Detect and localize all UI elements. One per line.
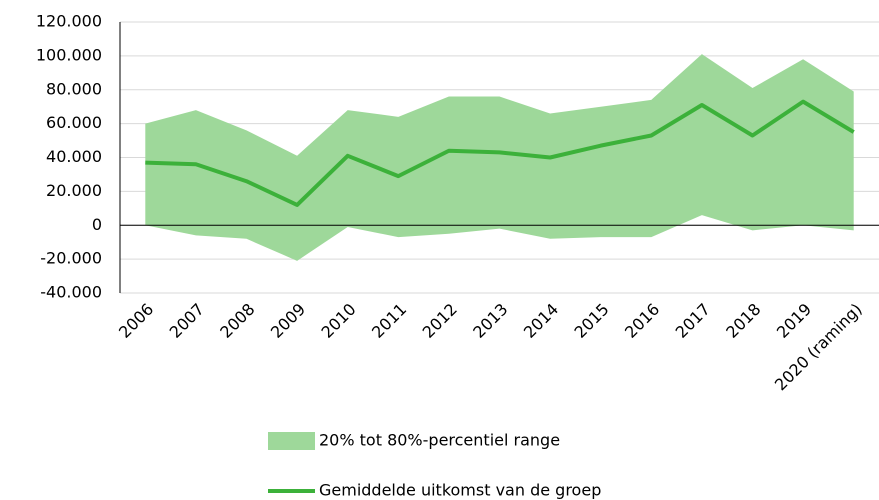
x-tick-label: 2017: [672, 300, 714, 342]
range-area: [145, 54, 854, 261]
x-tick-label: 2011: [368, 300, 410, 342]
x-tick-label: 2007: [166, 300, 208, 342]
mean-line: [145, 99, 855, 207]
y-tick-label: 20.000: [46, 181, 102, 200]
y-tick-label: 80.000: [46, 79, 102, 98]
y-tick-label: 120.000: [36, 12, 102, 31]
y-tick-label: -20.000: [40, 249, 102, 268]
legend-label: Gemiddelde uitkomst van de groep: [319, 481, 601, 500]
x-tick-label: 2019: [773, 300, 815, 342]
x-tick-label: 2020 (raming): [771, 300, 866, 395]
x-tick-label: 2013: [469, 300, 511, 342]
x-tick-label: 2014: [520, 300, 562, 342]
x-tick-label: 2010: [317, 300, 359, 342]
x-tick-label: 2008: [216, 300, 258, 342]
x-tick-label: 2009: [267, 300, 309, 342]
y-tick-label: 100.000: [36, 45, 102, 64]
x-tick-label: 2018: [722, 300, 764, 342]
y-tick-label: 40.000: [46, 147, 102, 166]
legend-swatch: [268, 432, 315, 450]
x-tick-label: 2012: [419, 300, 461, 342]
y-tick-label: 60.000: [46, 113, 102, 132]
y-tick-label: -40.000: [40, 283, 102, 302]
x-tick-label: 2015: [570, 300, 612, 342]
x-tick-label: 2016: [621, 300, 663, 342]
x-tick-label: 2006: [115, 300, 157, 342]
y-tick-label: 0: [92, 215, 102, 234]
legend-label: 20% tot 80%-percentiel range: [319, 431, 560, 450]
